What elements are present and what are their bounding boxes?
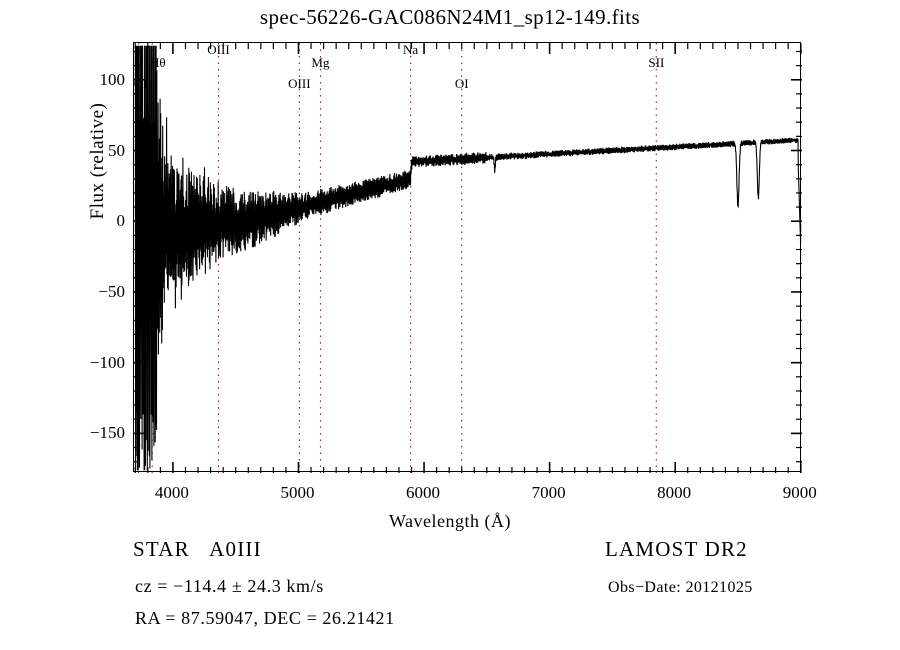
spectrum-curve	[134, 45, 802, 471]
line-label-hθ-1: Hθ	[150, 54, 166, 70]
footer-cz: cz = −114.4 ± 24.3 km/s	[135, 576, 324, 596]
footer-object-type: STAR A0III	[133, 537, 262, 561]
footer-coords: RA = 87.59047, DEC = 26.21421	[135, 608, 395, 628]
y-tick-label: 100	[99, 69, 126, 89]
footer-obs-date: Obs−Date: 20121025	[608, 579, 753, 596]
line-label-sii-7: SII	[648, 54, 665, 70]
line-label-oii-0: OII	[133, 76, 152, 92]
axis-ticks	[134, 43, 802, 473]
line-label-mg-4: Mg	[311, 54, 330, 70]
x-tick-label: 4000	[154, 483, 189, 502]
line-label-oiii-2: OIII	[207, 42, 230, 58]
y-tick-label: −50	[98, 281, 125, 301]
x-tick-label: 7000	[531, 483, 566, 502]
line-label-na-5: Na	[403, 42, 419, 58]
line-label-oi-6: OI	[454, 76, 469, 92]
x-axis-label: Wavelength (Å)	[388, 511, 511, 531]
y-tick-label: −100	[89, 352, 125, 372]
y-tick-label: 50	[108, 140, 125, 160]
x-tick-label: 8000	[657, 483, 692, 502]
line-label-oiii-3: OIII	[288, 76, 311, 92]
spectrum-canvas	[134, 43, 802, 473]
x-tick-label: 9000	[782, 483, 817, 502]
plot-frame: OII Hθ OIII OIII Mg Na OI SII	[133, 42, 802, 473]
page-title: spec-56226-GAC086N24M1_sp12-149.fits	[259, 5, 641, 29]
y-axis-label: Flux (relative)	[87, 102, 108, 220]
y-tick-label: 0	[116, 211, 126, 231]
footer-survey: LAMOST DR2	[605, 537, 748, 561]
x-tick-label: 5000	[280, 483, 315, 502]
x-tick-label: 6000	[406, 483, 441, 502]
y-tick-label: −150	[89, 423, 125, 443]
